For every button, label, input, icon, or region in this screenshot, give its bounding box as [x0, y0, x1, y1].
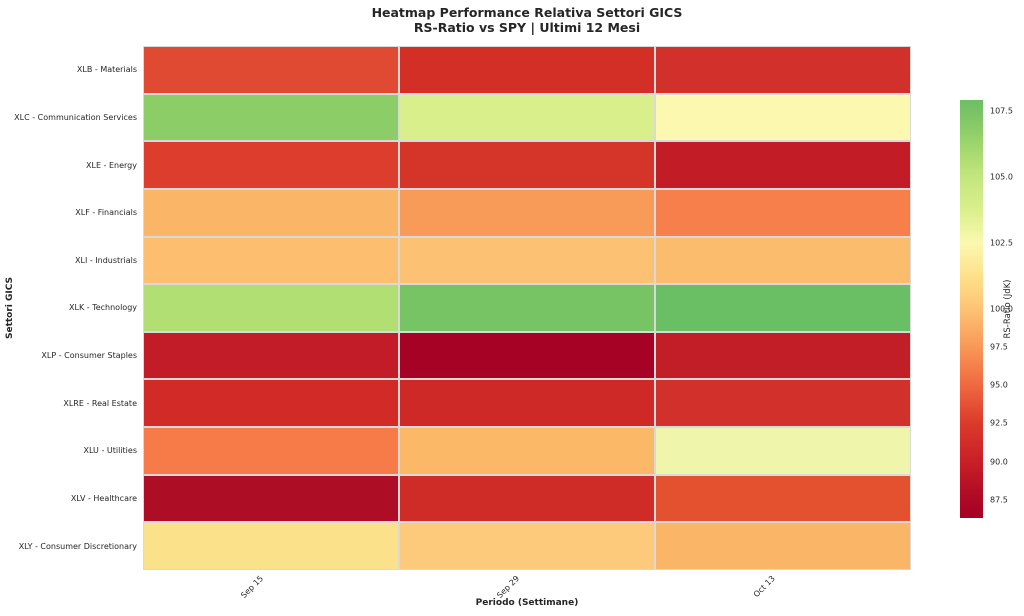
heatmap-cell	[144, 47, 398, 93]
heatmap-cell	[400, 523, 654, 569]
heatmap-cell	[656, 94, 910, 141]
heatmap-grid	[143, 46, 911, 570]
y-tick-label: XLK - Technology	[69, 303, 137, 313]
y-tick-label: XLE - Energy	[86, 160, 137, 170]
heatmap-cell	[400, 285, 654, 331]
colorbar-tick-label: 102.5	[990, 238, 1013, 248]
x-tick-label: Sep 15	[239, 574, 266, 601]
y-tick-label: XLB - Materials	[76, 65, 137, 75]
heatmap-cell	[656, 189, 910, 236]
heatmap-cell	[144, 142, 398, 188]
heatmap-cell	[400, 428, 654, 474]
x-tick-label: Sep 29	[495, 574, 522, 601]
heatmap-cell	[656, 237, 910, 284]
heatmap-cell	[656, 47, 910, 93]
heatmap-cell	[400, 475, 654, 522]
colorbar-tick-label: 107.5	[990, 106, 1013, 116]
x-tick-label: Oct 13	[752, 574, 778, 600]
y-tick-label: XLV - Healthcare	[70, 494, 137, 504]
colorbar	[960, 100, 983, 518]
colorbar-tick-label: 100.0	[990, 304, 1013, 314]
heatmap-cell	[656, 332, 910, 379]
heatmap-cell	[400, 189, 654, 236]
chart-title: Heatmap Performance Relativa Settori GIC…	[143, 5, 911, 35]
heatmap-cell	[144, 189, 398, 236]
colorbar-tick-label: 105.0	[990, 172, 1013, 182]
heatmap-cell	[144, 237, 398, 284]
colorbar-tick-label: 95.0	[990, 380, 1008, 390]
heatmap-cell	[400, 237, 654, 284]
heatmap-cell	[144, 428, 398, 474]
y-tick-labels: XLB - Materials XLC - Communication Servi…	[0, 46, 137, 570]
x-axis-title: Periodo (Settimane)	[475, 598, 579, 608]
heatmap-cell	[656, 475, 910, 522]
y-tick-label: XLY - Consumer Discretionary	[18, 541, 137, 551]
heatmap-cell	[144, 380, 398, 427]
chart-title-line2: RS-Ratio vs SPY | Ultimi 12 Mesi	[413, 20, 641, 35]
y-tick-label: XLP - Consumer Staples	[41, 351, 137, 361]
colorbar-tick-label: 90.0	[990, 457, 1008, 467]
y-tick-label: XLI - Industrials	[75, 255, 137, 265]
colorbar-tick-label: 92.5	[990, 418, 1008, 428]
y-tick-label: XLU - Utilities	[83, 446, 137, 456]
colorbar-tick-label: 97.5	[990, 342, 1008, 352]
heatmap-cell	[400, 380, 654, 427]
heatmap-cell	[144, 332, 398, 379]
heatmap-cell	[656, 523, 910, 569]
heatmap-cell	[144, 475, 398, 522]
heatmap-cell	[656, 142, 910, 188]
colorbar-title: RS-Ratio (JdK)	[1003, 279, 1013, 339]
heatmap-cell	[400, 142, 654, 188]
heatmap-cell	[400, 47, 654, 93]
y-tick-label: XLC - Communication Services	[14, 112, 137, 122]
heatmap-cell	[656, 380, 910, 427]
heatmap-cell	[656, 285, 910, 331]
heatmap-cell	[400, 332, 654, 379]
chart-title-line1: Heatmap Performance Relativa Settori GIC…	[371, 5, 683, 20]
y-tick-label: XLRE - Real Estate	[63, 398, 137, 408]
colorbar-tick-label: 87.5	[990, 495, 1008, 505]
heatmap-cell	[144, 523, 398, 569]
heatmap-cell	[656, 428, 910, 474]
y-tick-label: XLF - Financials	[75, 208, 137, 218]
heatmap-cell	[144, 285, 398, 331]
heatmap-cell	[144, 94, 398, 141]
heatmap-cell	[400, 94, 654, 141]
